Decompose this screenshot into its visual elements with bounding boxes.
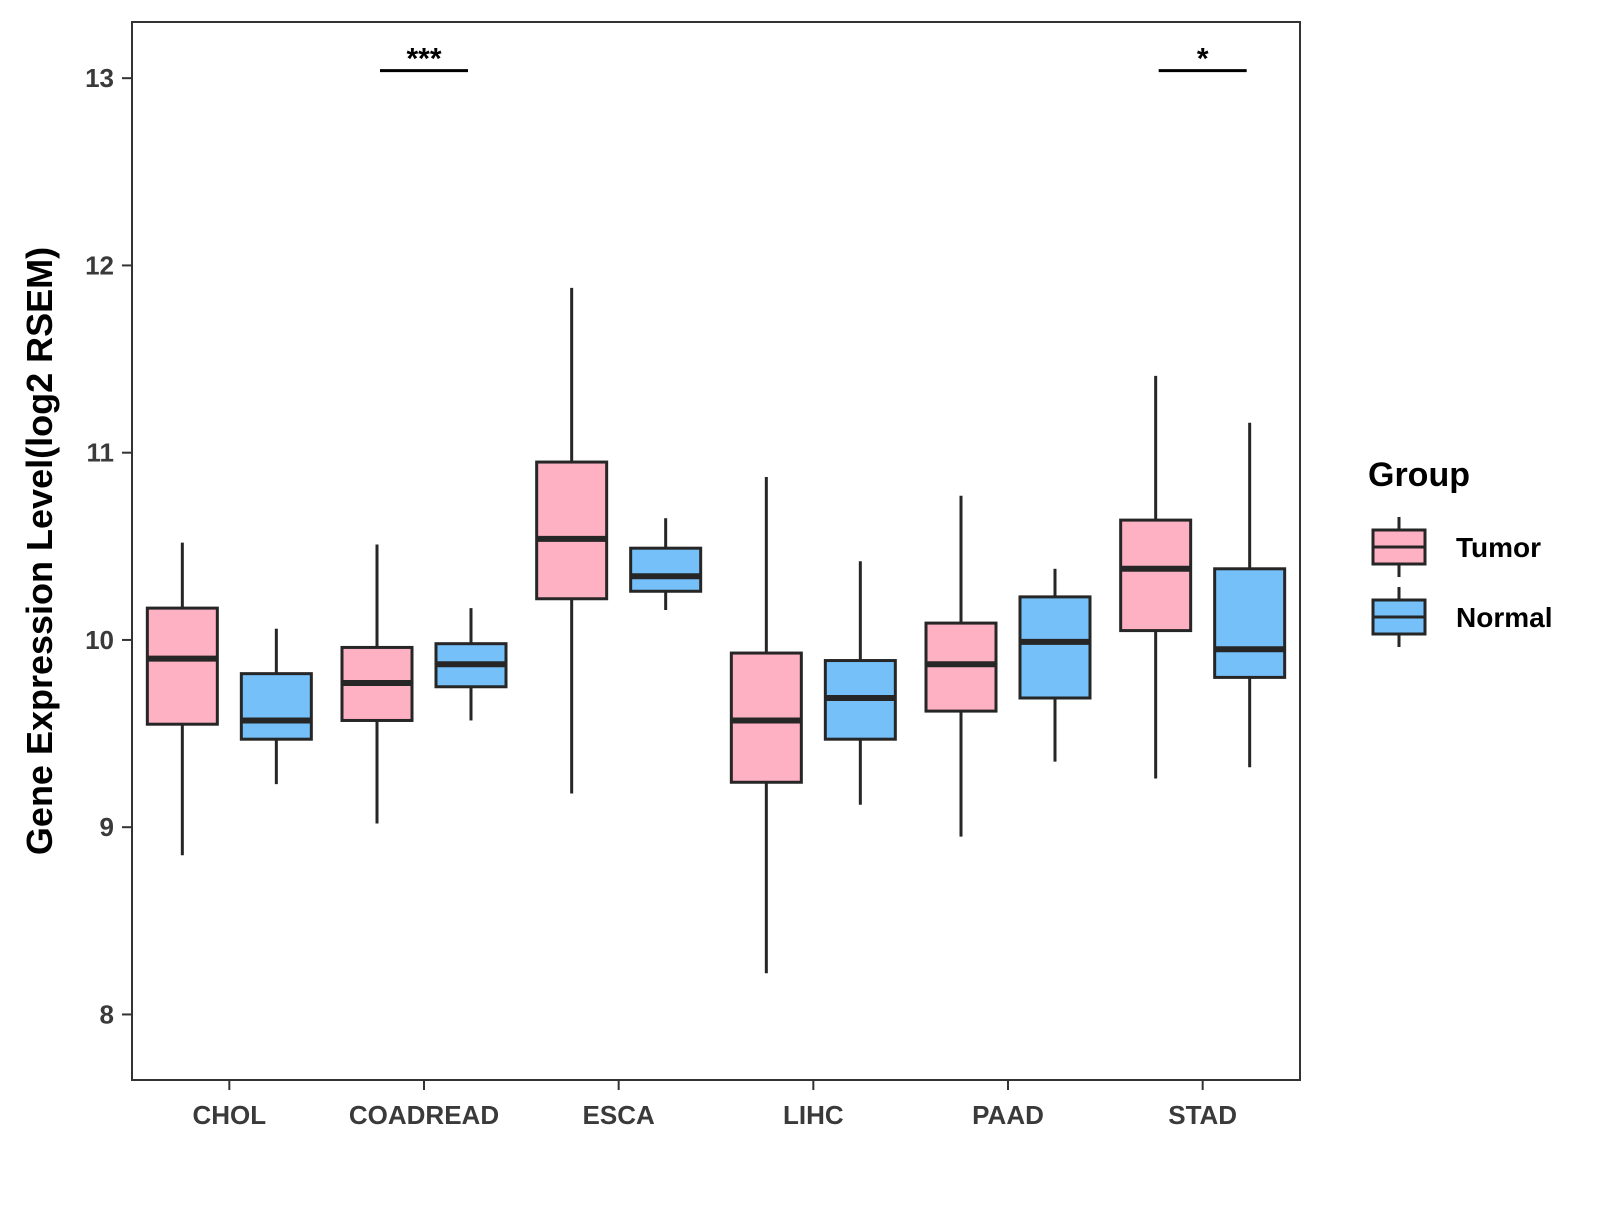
y-tick-label: 11 [87,438,115,468]
y-tick-label: 10 [85,625,114,655]
x-tick-label: COADREAD [349,1100,499,1130]
x-axis: CHOL COADREAD ESCA LIHC PAAD STAD [192,1080,1237,1130]
y-tick-label: 13 [85,63,114,93]
legend-item-tumor: Tumor [1371,517,1541,577]
box-iqr [629,546,703,593]
y-tick-label: 12 [85,250,114,280]
box-normal-esca [629,518,703,610]
legend-item-normal: Normal [1371,587,1552,647]
box-iqr [1119,518,1193,633]
box-normal-paad [1018,568,1092,762]
y-tick-label: 9 [100,812,114,842]
box-iqr [1213,567,1287,679]
x-tick-label: STAD [1168,1100,1237,1130]
significance-coadread: *** [380,43,468,76]
box-tumor-esca [535,287,609,794]
significance-stad: * [1158,43,1247,76]
box-normal-chol [239,628,313,785]
box-iqr [239,672,313,741]
plot-panel [131,21,1301,1081]
box-normal-coadread [434,608,508,721]
box-normal-lihc [823,561,897,805]
box-normal-stad [1213,422,1287,768]
significance-annotations: *** * [380,43,1247,76]
significance-label: * [1197,43,1209,76]
box-tumor-coadread [340,544,414,824]
legend-label: Normal [1456,602,1552,633]
y-axis: 8 9 10 11 12 13 [85,63,132,1029]
box-iqr [535,460,609,601]
significance-label: *** [406,43,441,76]
legend-title: Group [1368,456,1470,494]
x-tick-label: LIHC [783,1100,844,1130]
y-tick-label: 8 [100,999,114,1029]
box-tumor-paad [924,495,998,837]
boxes-layer [145,287,1287,974]
x-tick-label: PAAD [972,1100,1044,1130]
legend-label: Tumor [1456,532,1541,563]
x-tick-label: ESCA [583,1100,655,1130]
x-tick-label: CHOL [192,1100,266,1130]
box-tumor-stad [1119,375,1193,779]
box-tumor-chol [145,542,219,856]
box-tumor-lihc [729,477,803,974]
box-iqr [1018,595,1092,700]
y-axis-title: Gene Expression Level(log2 RSEM) [19,247,60,855]
box-iqr [145,606,219,726]
legend: Group Tumor Normal [1368,456,1552,647]
